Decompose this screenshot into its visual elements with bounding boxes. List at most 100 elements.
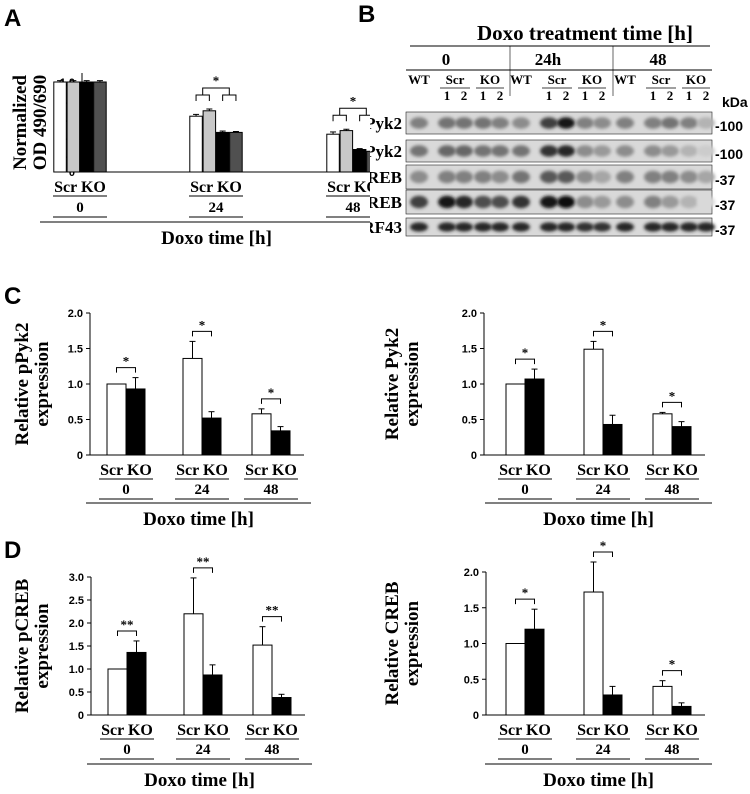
group-label: 0: [521, 742, 529, 758]
y-tick-label: 1.0: [68, 379, 83, 391]
blot-band: [616, 117, 634, 129]
y-tick-label: 2.0: [462, 308, 477, 320]
blot-band: [474, 145, 492, 157]
group-label: 48: [665, 742, 680, 758]
y-tick-label: 0.5: [464, 674, 479, 686]
blot-band: [540, 117, 558, 129]
blot-band: [644, 145, 662, 157]
blot-band: [410, 117, 428, 129]
blot-band: [593, 170, 611, 184]
bar: [671, 426, 692, 456]
bar: [93, 81, 107, 173]
blot-band: [512, 117, 530, 129]
blot-band: [557, 195, 575, 209]
bar: [352, 149, 367, 173]
group-label: 48: [665, 482, 680, 498]
y-axis-title: Relative pPyk2 expression: [12, 323, 53, 446]
blot-band: [616, 145, 634, 157]
sig-bracket: [202, 87, 230, 95]
blot-band: [512, 145, 530, 157]
y-tick-label: 2.5: [69, 595, 84, 607]
bar: [524, 628, 545, 716]
blot-band: [593, 195, 611, 209]
blot-band: [438, 170, 456, 184]
y-tick-label: 2.0: [68, 308, 83, 320]
y-axis-title-line2: expression: [32, 341, 53, 427]
blot-band: [455, 195, 473, 209]
lane-num: 1: [480, 88, 487, 103]
sig-bracket: [515, 358, 535, 365]
y-tick-label: 2.0: [464, 567, 479, 579]
blot-band: [661, 145, 679, 157]
blot-band: [644, 195, 662, 209]
y-tick-label: 0: [471, 450, 477, 462]
kda-label: kDa: [722, 94, 748, 110]
blot-band: [576, 145, 594, 157]
blot-band: [491, 195, 509, 209]
category-label: Scr KO: [646, 462, 698, 479]
y-axis-title-line1: Relative Pyk2: [382, 328, 403, 440]
blot-band: [512, 222, 530, 232]
y-tick-label: 1.5: [68, 344, 83, 356]
blot-band: [697, 117, 715, 129]
group-label: 48: [264, 482, 279, 498]
group-label: 24: [209, 200, 225, 216]
y-axis-title-line2: expression: [402, 341, 423, 427]
blot-row-marker: -100: [715, 118, 743, 134]
bar: [189, 115, 203, 173]
panel-letter-a: A: [4, 5, 21, 32]
sig-bracket: [116, 367, 136, 373]
blot-band: [661, 170, 679, 184]
bar: [339, 130, 354, 173]
sig-star: *: [350, 93, 357, 108]
blot-row-label: pCREB: [370, 168, 402, 187]
y-tick-label: 1.5: [69, 641, 84, 653]
blot-band: [661, 195, 679, 209]
bar: [53, 81, 67, 173]
lane-scr: Scr: [548, 72, 567, 87]
blot-band: [540, 170, 558, 184]
sig-star: *: [199, 317, 206, 332]
bar: [215, 131, 230, 173]
blot-band: [410, 195, 428, 209]
y-tick-label: 1.0: [69, 664, 84, 676]
y-axis-title: Relative Pyk2 expression: [382, 328, 423, 440]
lane-num: 1: [582, 88, 589, 103]
bar: [251, 413, 272, 456]
blot-band: [512, 195, 530, 209]
x-axis-title: Doxo time [h]: [543, 509, 654, 530]
sig-star: *: [600, 317, 607, 332]
panel-letter-d: D: [4, 537, 21, 564]
blot-row-marker: -100: [715, 146, 743, 162]
blot-row-marker: -37: [715, 172, 735, 188]
bar: [583, 348, 604, 456]
lane-num: 2: [599, 88, 606, 103]
lane-ko: KO: [480, 72, 500, 87]
lane-wt: WT: [510, 72, 532, 87]
blot-band: [661, 117, 679, 129]
bar: [66, 81, 81, 173]
sig-bracket: [192, 330, 212, 337]
y-axis-title: Relative pCREB expression: [12, 578, 53, 713]
sig-star: *: [213, 73, 220, 88]
sig-bracket: [332, 114, 347, 122]
sig-star: **: [266, 603, 279, 618]
group-label: 0: [123, 742, 131, 758]
bar: [229, 131, 243, 173]
sig-bracket: [222, 94, 237, 101]
blot-band: [410, 222, 428, 232]
blot-row-label: CREB: [370, 193, 402, 212]
group-label: 0: [521, 482, 529, 498]
bar: [252, 644, 273, 716]
bar: [271, 697, 292, 716]
blot-band: [697, 170, 715, 184]
category-label: Scr KO: [100, 462, 152, 479]
sig-bracket: [193, 567, 213, 573]
bar: [505, 643, 526, 716]
blot-band: [697, 195, 715, 209]
blot-band: [680, 145, 698, 157]
group-label: 24: [196, 742, 212, 758]
category-label: Scr KO: [190, 179, 242, 196]
blot-band: [576, 195, 594, 209]
